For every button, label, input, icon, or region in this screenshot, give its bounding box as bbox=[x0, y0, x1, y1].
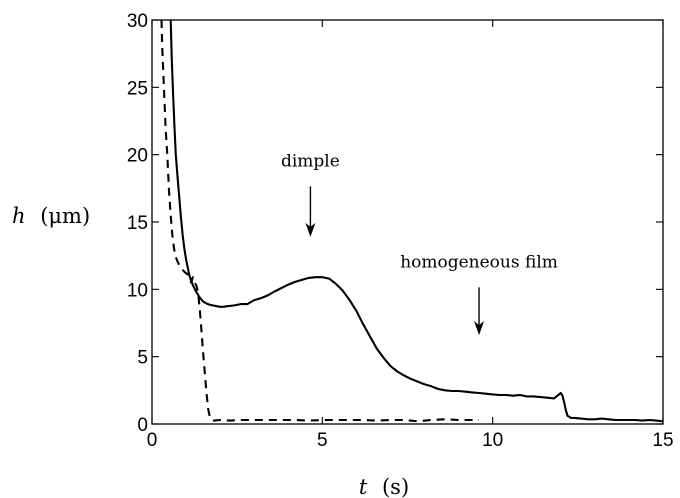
annotation-arrow-head bbox=[474, 321, 485, 336]
y-axis-label-unit: (μm) bbox=[40, 204, 90, 228]
x-axis-label-unit: (s) bbox=[382, 475, 409, 498]
annotation-label: dimple bbox=[281, 151, 340, 171]
annotations: dimple homogeneous film bbox=[281, 151, 558, 336]
x-tick-label: 5 bbox=[317, 430, 328, 451]
y-axis-label: h (μm) bbox=[12, 204, 90, 228]
series-dashed-line bbox=[160, 20, 479, 423]
annotation-label: homogeneous film bbox=[400, 252, 558, 272]
y-tick-label: 10 bbox=[127, 280, 148, 301]
y-axis-label-var: h bbox=[12, 204, 26, 228]
tick-labels: 0 5 10 15 0 5 10 15 20 25 30 bbox=[127, 11, 674, 451]
series-group bbox=[160, 20, 663, 423]
y-tick-label: 15 bbox=[127, 213, 148, 234]
x-tick-label: 0 bbox=[147, 430, 158, 451]
y-tick-label: 30 bbox=[127, 11, 148, 32]
x-axis-label-var: t bbox=[359, 475, 368, 498]
x-tick-label: 10 bbox=[482, 430, 503, 451]
series-solid-line bbox=[169, 20, 663, 423]
x-tick-label: 15 bbox=[652, 430, 673, 451]
plot-area bbox=[151, 19, 664, 425]
y-tick-label: 5 bbox=[137, 348, 148, 369]
y-tick-label: 20 bbox=[127, 146, 148, 167]
annotation-arrow-head bbox=[305, 222, 316, 237]
plot-frame bbox=[151, 19, 664, 425]
x-axis-label: t (s) bbox=[359, 475, 409, 498]
y-tick-label: 25 bbox=[127, 78, 148, 99]
y-tick-label: 0 bbox=[137, 415, 148, 436]
